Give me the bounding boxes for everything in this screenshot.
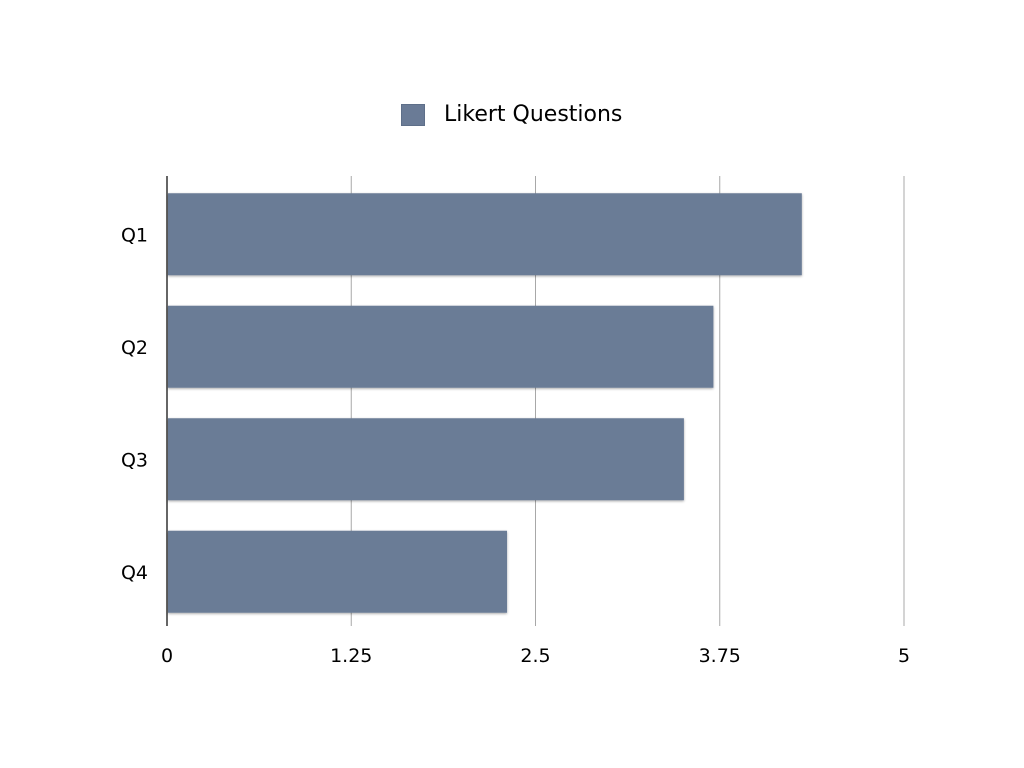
- x-tick-label: 5: [898, 645, 910, 667]
- x-tick-label: 3.75: [699, 645, 741, 667]
- x-tick-label: 2.5: [520, 645, 550, 667]
- category-label: Q1: [121, 224, 148, 246]
- x-tick-label: 0: [161, 645, 173, 667]
- bar: [168, 530, 508, 613]
- bar: [168, 193, 802, 276]
- legend-label: Likert Questions: [444, 102, 623, 127]
- bar: [168, 305, 714, 388]
- category-label: Q3: [121, 449, 148, 471]
- x-tick-label: 1.25: [330, 645, 372, 667]
- category-label: Q2: [121, 337, 148, 359]
- legend-swatch: [401, 104, 425, 126]
- bar: [168, 418, 684, 501]
- legend: Likert Questions: [0, 100, 1024, 130]
- category-label: Q4: [121, 562, 148, 584]
